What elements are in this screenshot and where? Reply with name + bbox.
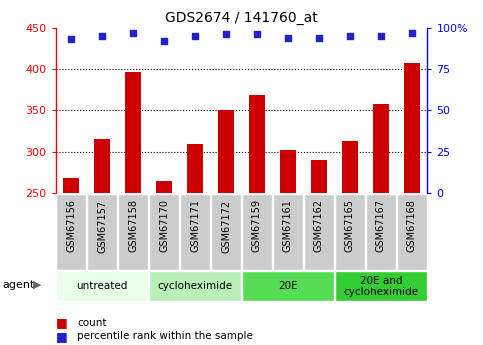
Text: untreated: untreated: [76, 282, 128, 291]
Bar: [373, 104, 389, 193]
Point: [222, 31, 230, 37]
Bar: [94, 139, 110, 193]
Bar: [242, 272, 334, 301]
Bar: [273, 194, 303, 270]
Bar: [280, 150, 296, 193]
Bar: [118, 194, 148, 270]
Bar: [149, 272, 241, 301]
Bar: [180, 194, 210, 270]
Bar: [156, 181, 172, 193]
Text: ■: ■: [56, 316, 67, 329]
Text: GSM67167: GSM67167: [376, 199, 386, 253]
Point: [284, 35, 292, 40]
Bar: [125, 72, 141, 193]
Bar: [187, 144, 203, 193]
Text: GSM67165: GSM67165: [345, 199, 355, 253]
Bar: [211, 194, 241, 270]
Point: [253, 31, 261, 37]
Bar: [149, 194, 179, 270]
Bar: [218, 110, 234, 193]
Bar: [249, 95, 265, 193]
Text: GSM67159: GSM67159: [252, 199, 262, 253]
Bar: [56, 272, 148, 301]
Title: GDS2674 / 141760_at: GDS2674 / 141760_at: [165, 11, 318, 25]
Bar: [87, 194, 117, 270]
Bar: [304, 194, 334, 270]
Text: ▶: ▶: [33, 280, 42, 290]
Bar: [56, 194, 86, 270]
Point: [191, 33, 199, 39]
Bar: [335, 194, 365, 270]
Point: [98, 33, 106, 39]
Bar: [342, 141, 358, 193]
Text: GSM67157: GSM67157: [97, 199, 107, 253]
Point: [408, 30, 416, 35]
Text: GSM67161: GSM67161: [283, 199, 293, 252]
Text: GSM67158: GSM67158: [128, 199, 138, 253]
Point: [160, 38, 168, 43]
Text: GSM67171: GSM67171: [190, 199, 200, 253]
Text: GSM67172: GSM67172: [221, 199, 231, 253]
Bar: [397, 194, 427, 270]
Text: percentile rank within the sample: percentile rank within the sample: [77, 332, 253, 341]
Bar: [242, 194, 272, 270]
Text: 20E and
cycloheximide: 20E and cycloheximide: [343, 276, 419, 297]
Point: [315, 35, 323, 40]
Text: count: count: [77, 318, 107, 327]
Text: agent: agent: [2, 280, 35, 290]
Point: [129, 30, 137, 35]
Text: ■: ■: [56, 330, 67, 343]
Bar: [404, 63, 420, 193]
Text: cycloheximide: cycloheximide: [157, 282, 233, 291]
Point: [377, 33, 385, 39]
Bar: [366, 194, 396, 270]
Text: 20E: 20E: [278, 282, 298, 291]
Text: GSM67162: GSM67162: [314, 199, 324, 253]
Point: [67, 37, 75, 42]
Bar: [335, 272, 427, 301]
Point: [346, 33, 354, 39]
Text: GSM67170: GSM67170: [159, 199, 169, 253]
Text: GSM67168: GSM67168: [407, 199, 417, 252]
Text: GSM67156: GSM67156: [66, 199, 76, 253]
Bar: [63, 178, 79, 193]
Bar: [311, 160, 327, 193]
